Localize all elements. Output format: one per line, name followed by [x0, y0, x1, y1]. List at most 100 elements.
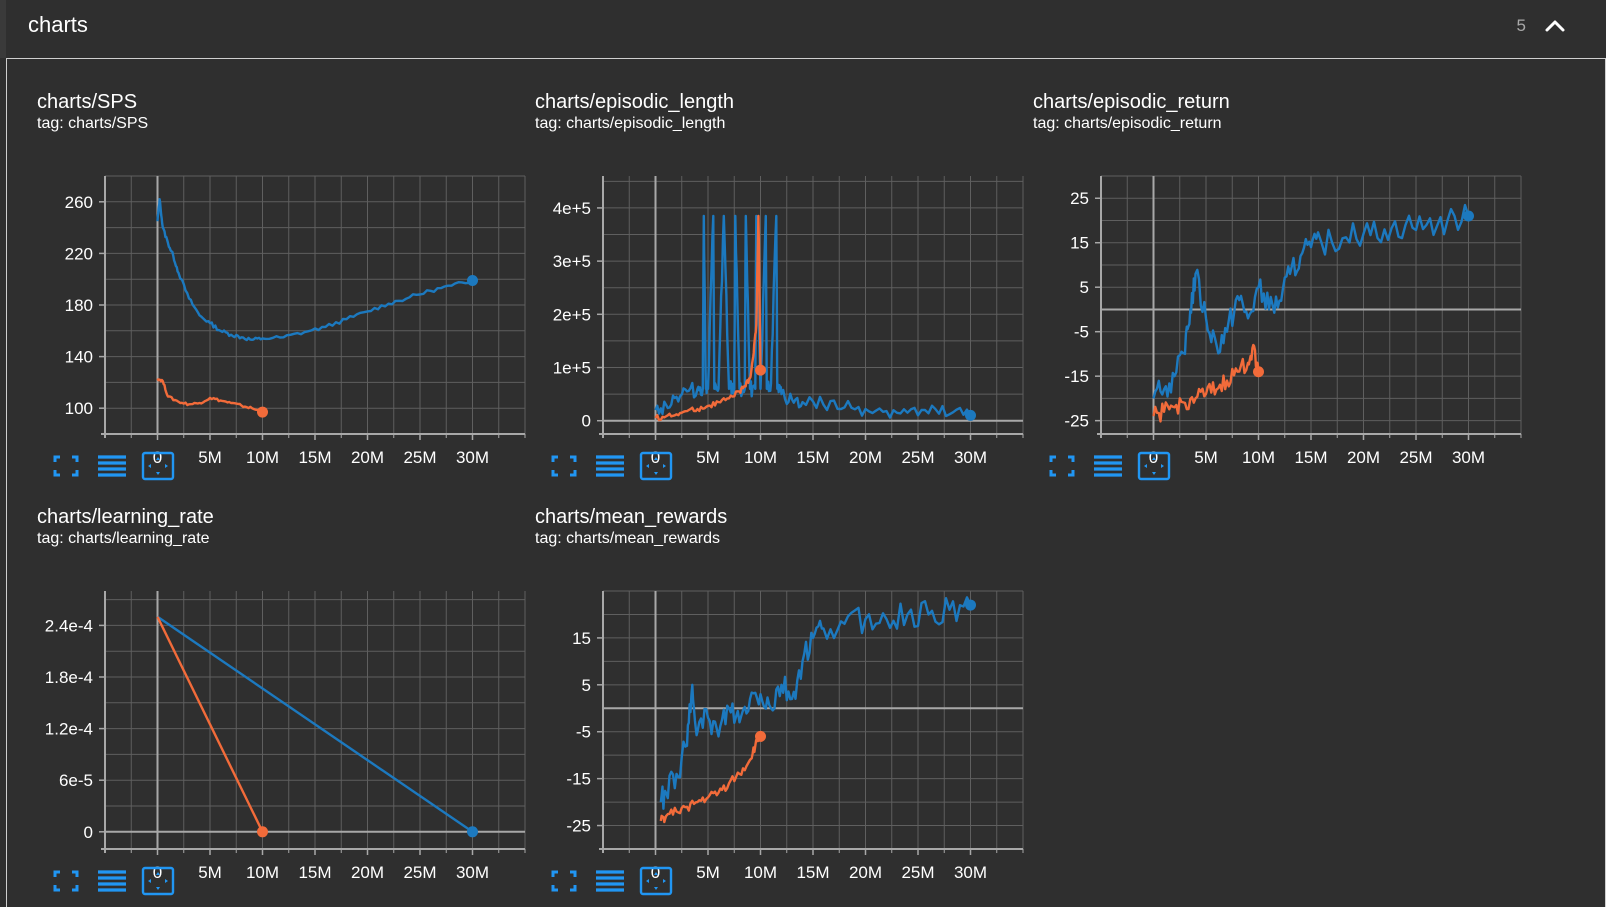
- x-tick-label: 5M: [1194, 448, 1218, 467]
- series-line: [659, 596, 972, 810]
- chart-card-learning-rate: charts/learning_rate tag: charts/learnin…: [37, 506, 537, 906]
- y-tick-label: 180: [65, 296, 93, 315]
- y-tick-label: -25: [1064, 412, 1089, 431]
- y-tick-label: 3e+5: [553, 252, 591, 271]
- chevron-up-icon[interactable]: [1542, 15, 1568, 37]
- fullscreen-icon[interactable]: [547, 866, 581, 896]
- x-tick-label: 25M: [403, 448, 436, 467]
- series-line: [654, 214, 972, 419]
- chart-tag: tag: charts/episodic_return: [1033, 115, 1222, 132]
- chart-card-episodic-length: charts/episodic_length tag: charts/episo…: [535, 91, 1035, 491]
- line-chart[interactable]: 0 5M 10M 15M 20M 25M 30M -25 -15 -5 5 15: [535, 506, 1035, 882]
- chart-tag: tag: charts/SPS: [37, 115, 149, 132]
- series-end-point: [467, 826, 478, 838]
- fit-domain-icon[interactable]: [639, 866, 673, 896]
- y-tick-label: 220: [65, 244, 93, 263]
- x-tick-label: 20M: [1347, 448, 1380, 467]
- fullscreen-icon[interactable]: [1045, 451, 1079, 481]
- y-tick-label: 0: [582, 412, 591, 431]
- chart-group-panel: charts/SPS tag: charts/SPS 0 5M 10M 15M 20M 2…: [6, 58, 1606, 907]
- line-chart[interactable]: 0 5M 10M 15M 20M 25M 30M -25 -15 -5 5 15 25: [1033, 91, 1533, 467]
- series-line: [659, 736, 762, 824]
- series-line: [156, 377, 263, 414]
- x-tick-label: 25M: [403, 863, 436, 882]
- chart-card-episodic-return: charts/episodic_return tag: charts/episo…: [1033, 91, 1533, 491]
- series-end-point: [257, 406, 268, 418]
- x-tick-label: 10M: [246, 448, 279, 467]
- y-tick-label: 100: [65, 399, 93, 418]
- x-tick-label: 30M: [456, 863, 489, 882]
- fit-domain-icon[interactable]: [141, 866, 175, 896]
- toggle-log-scale-icon[interactable]: [593, 451, 627, 481]
- x-tick-label: 25M: [901, 448, 934, 467]
- series-end-point: [467, 274, 478, 286]
- y-tick-label: 15: [1070, 234, 1089, 253]
- y-tick-label: -15: [1064, 367, 1089, 386]
- chart-tag: tag: charts/episodic_length: [535, 115, 726, 132]
- x-tick-label: 5M: [696, 863, 720, 882]
- chart-card-mean-rewards: charts/mean_rewards tag: charts/mean_rew…: [535, 506, 1035, 906]
- y-tick-label: 5: [582, 676, 591, 695]
- y-tick-label: 140: [65, 348, 93, 367]
- series-end-point: [257, 826, 268, 838]
- series-line: [156, 616, 264, 833]
- toggle-log-scale-icon[interactable]: [95, 451, 129, 481]
- x-tick-label: 0: [153, 448, 162, 467]
- y-tick-label: -5: [576, 723, 591, 742]
- x-tick-label: 5M: [198, 448, 222, 467]
- x-tick-label: 15M: [298, 448, 331, 467]
- fullscreen-icon[interactable]: [547, 451, 581, 481]
- y-tick-label: 260: [65, 193, 93, 212]
- x-tick-label: 10M: [744, 448, 777, 467]
- line-chart[interactable]: 0 5M 10M 15M 20M 25M 30M 0 1e+5 2e+5 3e+5 4e+5: [535, 91, 1035, 467]
- y-tick-label: 1.8e-4: [45, 668, 93, 687]
- fullscreen-icon[interactable]: [49, 866, 83, 896]
- x-tick-label: 30M: [1452, 448, 1485, 467]
- y-tick-label: 6e-5: [59, 771, 93, 790]
- y-tick-label: 2.4e-4: [45, 616, 93, 635]
- x-tick-label: 15M: [298, 863, 331, 882]
- line-chart[interactable]: 0 5M 10M 15M 20M 25M 30M 100 140 180 220 260: [37, 91, 537, 467]
- fullscreen-icon[interactable]: [49, 451, 83, 481]
- x-tick-label: 15M: [796, 448, 829, 467]
- fit-domain-icon[interactable]: [639, 451, 673, 481]
- series-end-point: [965, 599, 976, 611]
- toggle-log-scale-icon[interactable]: [1091, 451, 1125, 481]
- chart-tag: tag: charts/learning_rate: [37, 530, 210, 547]
- x-tick-label: 30M: [954, 863, 987, 882]
- group-header[interactable]: charts 5: [0, 0, 1606, 58]
- y-tick-label: 2e+5: [553, 305, 591, 324]
- toggle-log-scale-icon[interactable]: [593, 866, 627, 896]
- series-line: [156, 198, 474, 342]
- y-tick-label: 0: [84, 823, 93, 842]
- line-chart[interactable]: 0 5M 10M 15M 20M 25M 30M 0 6e-5 1.2e-4 1.8e-4 2.4e-…: [37, 506, 537, 882]
- series-end-point: [1463, 210, 1474, 222]
- group-count: 5: [1516, 16, 1526, 35]
- x-tick-label: 15M: [796, 863, 829, 882]
- series-line: [1152, 203, 1470, 399]
- y-tick-label: -5: [1074, 323, 1089, 342]
- y-tick-label: 1e+5: [553, 359, 591, 378]
- x-tick-label: 15M: [1294, 448, 1327, 467]
- toggle-log-scale-icon[interactable]: [95, 866, 129, 896]
- series-end-point: [965, 409, 976, 421]
- y-tick-label: 15: [572, 629, 591, 648]
- fit-domain-icon[interactable]: [1137, 451, 1171, 481]
- y-tick-label: -15: [566, 770, 591, 789]
- x-tick-label: 0: [1149, 448, 1158, 467]
- x-tick-label: 25M: [901, 863, 934, 882]
- fit-domain-icon[interactable]: [141, 451, 175, 481]
- chart-title: charts/episodic_return: [1033, 91, 1230, 113]
- series-end-point: [755, 730, 766, 742]
- chart-card-sps: charts/SPS tag: charts/SPS 0 5M 10M 15M 20M 2…: [37, 91, 537, 491]
- y-tick-label: 5: [1080, 278, 1089, 297]
- x-tick-label: 0: [651, 863, 660, 882]
- x-tick-label: 20M: [351, 448, 384, 467]
- chart-title: charts/mean_rewards: [535, 506, 728, 528]
- x-tick-label: 30M: [456, 448, 489, 467]
- y-tick-label: 1.2e-4: [45, 720, 93, 739]
- x-tick-label: 5M: [696, 448, 720, 467]
- series-line: [1152, 343, 1260, 423]
- x-tick-label: 0: [651, 448, 660, 467]
- series-end-point: [755, 364, 766, 376]
